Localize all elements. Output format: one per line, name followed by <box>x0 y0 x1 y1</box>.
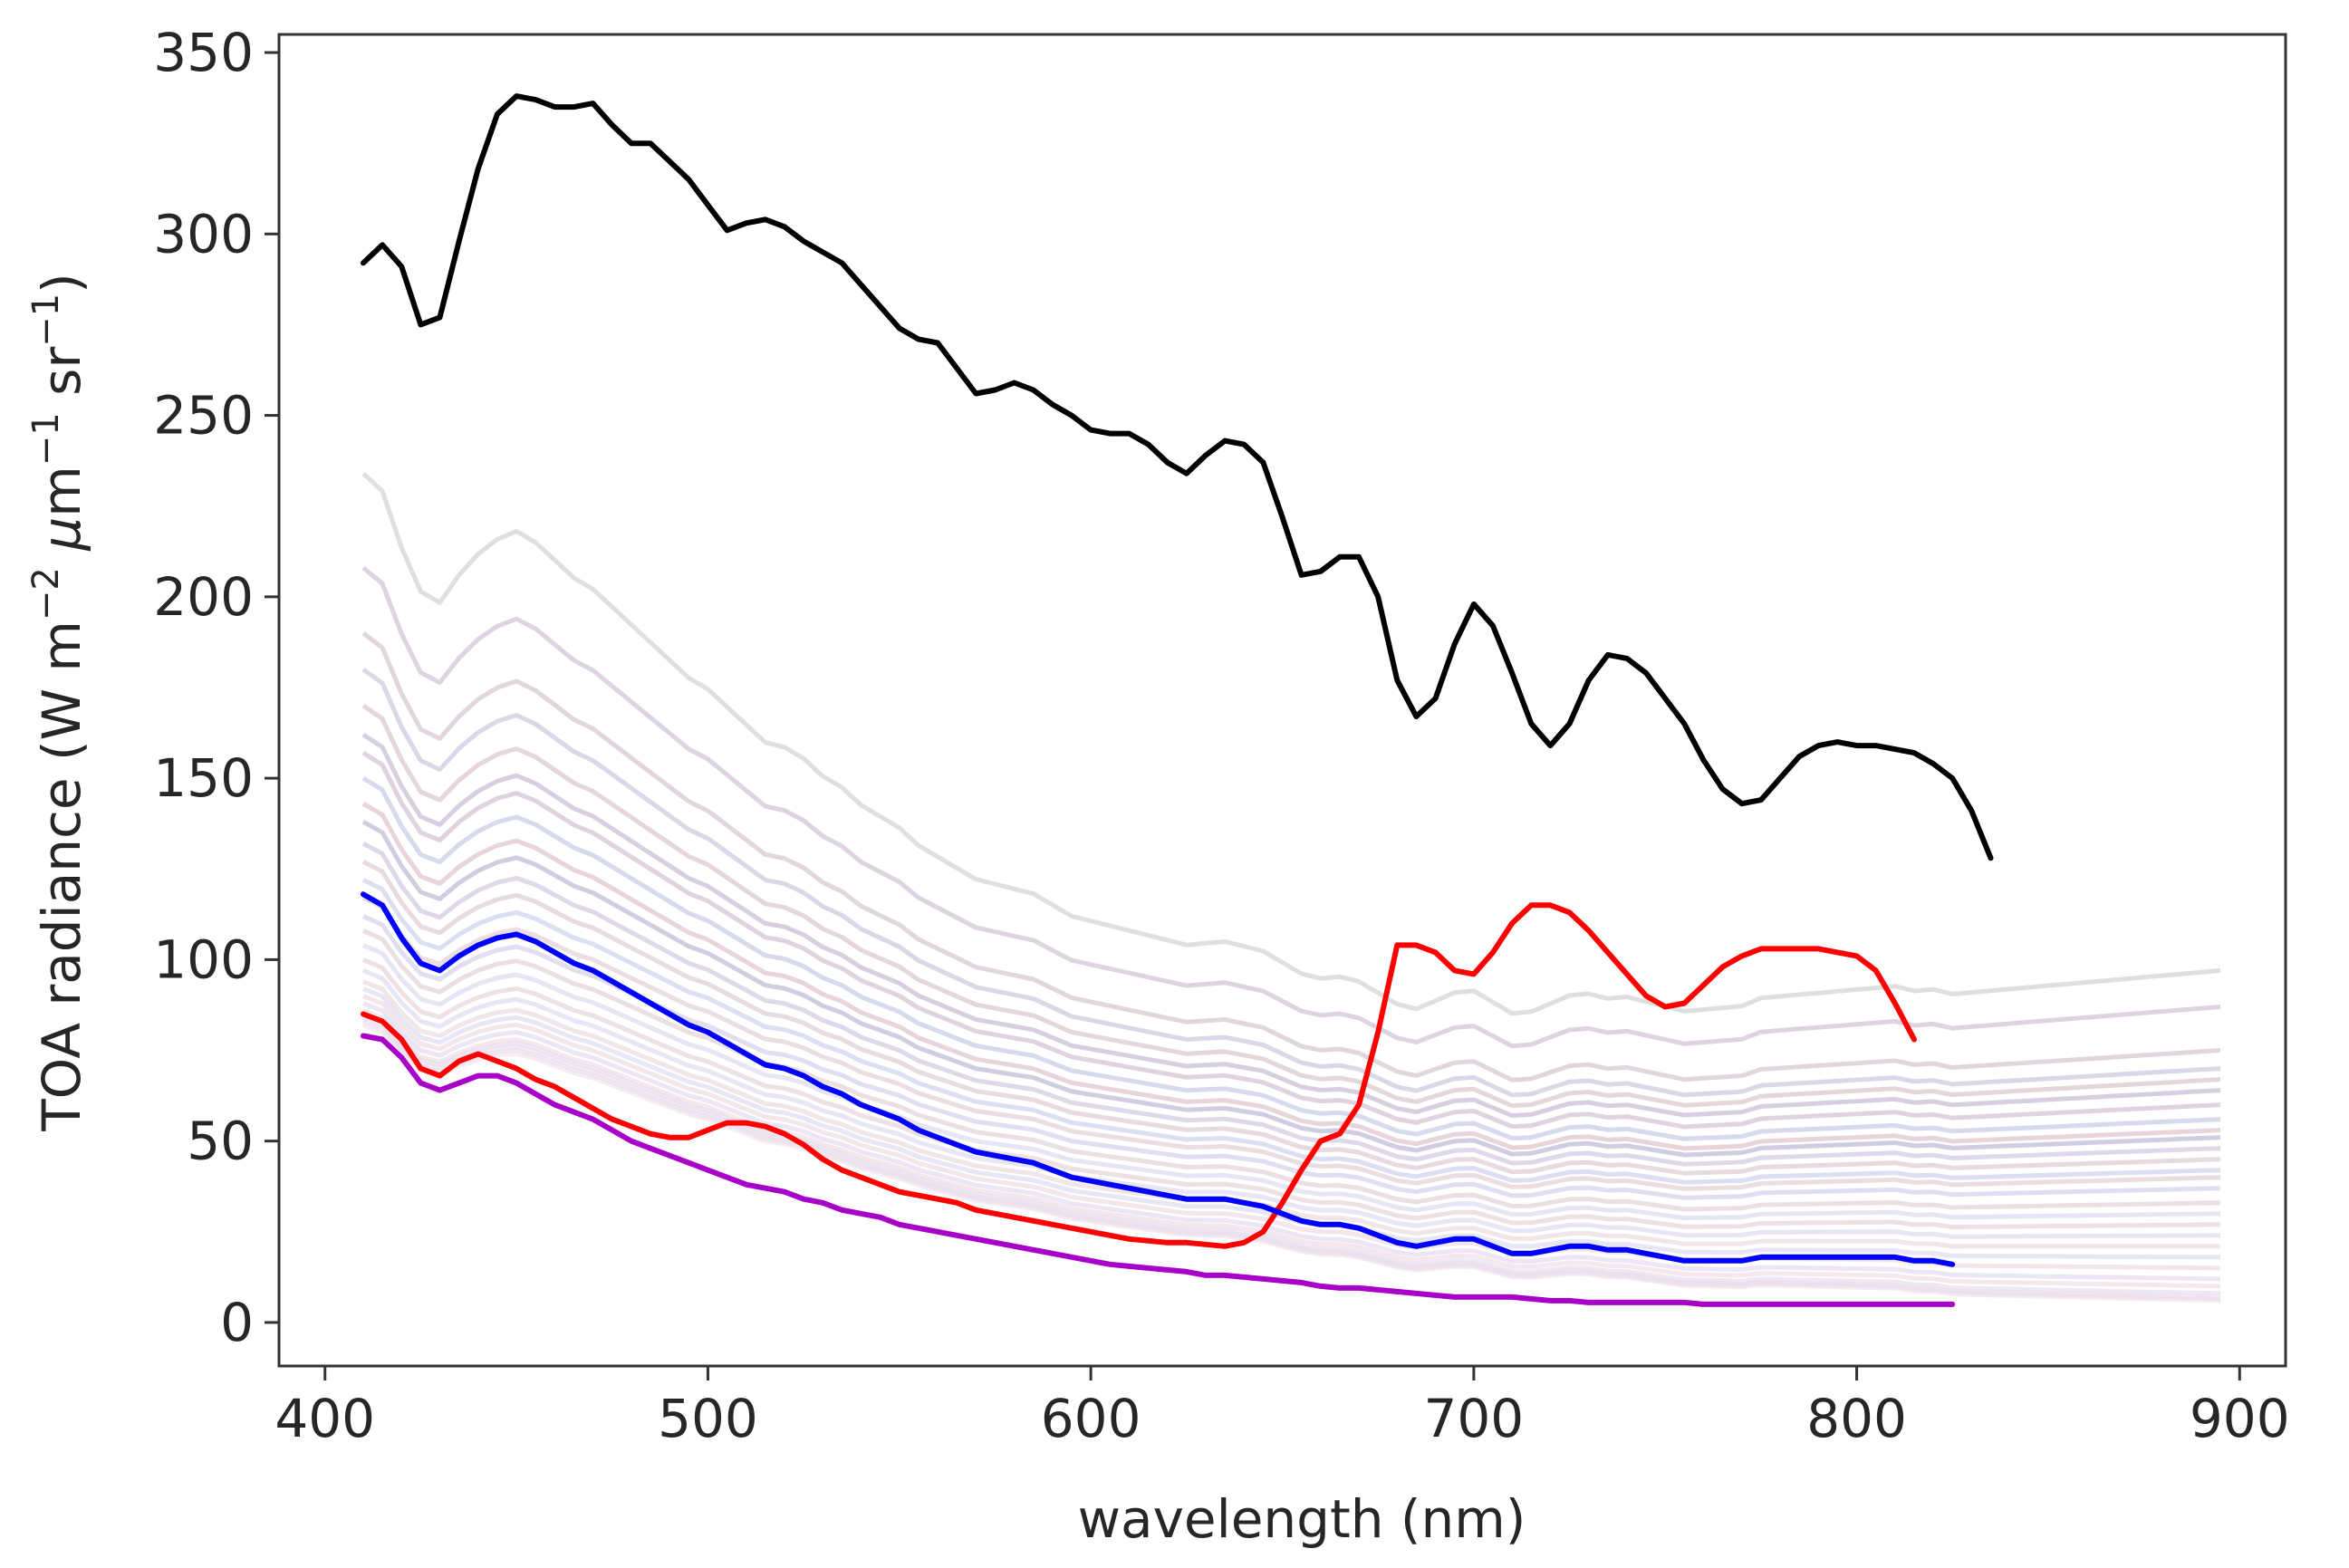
x-tick-label: 600 <box>1041 1388 1141 1449</box>
background-series-line-15 <box>361 914 2221 1200</box>
background-series-line-8 <box>361 775 2221 1141</box>
background-series-line-16 <box>361 928 2221 1212</box>
plot-frame <box>277 33 2287 1368</box>
series-line-black <box>361 93 1994 861</box>
y-tick-label: 350 <box>153 22 254 83</box>
highlight-series-group <box>361 93 1994 1307</box>
y-tick-label: 50 <box>187 1111 254 1172</box>
background-series-line-14 <box>361 896 2221 1191</box>
y-tick-label: 250 <box>153 385 254 447</box>
y-tick-label: 100 <box>153 928 254 990</box>
x-tick-label: 800 <box>1806 1388 1907 1449</box>
background-series-line-12 <box>361 859 2221 1176</box>
series-line-red <box>361 902 1917 1249</box>
background-series-line-9 <box>361 802 2221 1151</box>
background-series-line-7 <box>361 750 2221 1130</box>
x-axis: 400 500 600 700 800 900 <box>274 1366 2290 1449</box>
background-series-line-2 <box>361 565 2221 1049</box>
y-tick-label: 300 <box>153 203 254 265</box>
series-line-blue <box>361 891 1956 1267</box>
y-tick-label: 0 <box>220 1292 254 1353</box>
y-axis: 0 50 100 150 200 250 300 350 <box>153 22 279 1353</box>
background-series-line-25 <box>362 1012 2221 1296</box>
y-tick-label: 150 <box>153 747 254 809</box>
background-series-line-5 <box>361 703 2221 1109</box>
series-line-purple <box>361 1033 1956 1307</box>
background-series-line-3 <box>361 630 2221 1082</box>
x-tick-label: 700 <box>1423 1388 1524 1449</box>
background-series-line-23 <box>362 1001 2221 1282</box>
background-series-line-28 <box>362 1023 2221 1303</box>
x-tick-label: 400 <box>274 1388 375 1449</box>
background-series-line-18 <box>362 957 2221 1230</box>
background-series-line-1 <box>361 471 2221 1016</box>
x-tick-label: 500 <box>658 1388 758 1449</box>
background-series-line-13 <box>361 878 2221 1185</box>
background-series-line-24 <box>362 1008 2221 1289</box>
y-axis-label: TOA radiance (W m−2 μm−1 sr−1) <box>25 273 92 1132</box>
background-series-line-11 <box>361 841 2221 1167</box>
y-tick-label: 200 <box>153 566 254 628</box>
background-series-line-10 <box>361 820 2221 1158</box>
background-series-line-6 <box>361 732 2221 1119</box>
background-series-line-20 <box>362 979 2221 1249</box>
x-axis-label: wavelength (nm) <box>1078 1488 1526 1550</box>
x-tick-label: 900 <box>2190 1388 2290 1449</box>
background-series-line-4 <box>361 667 2221 1098</box>
background-series-line-19 <box>362 968 2221 1239</box>
